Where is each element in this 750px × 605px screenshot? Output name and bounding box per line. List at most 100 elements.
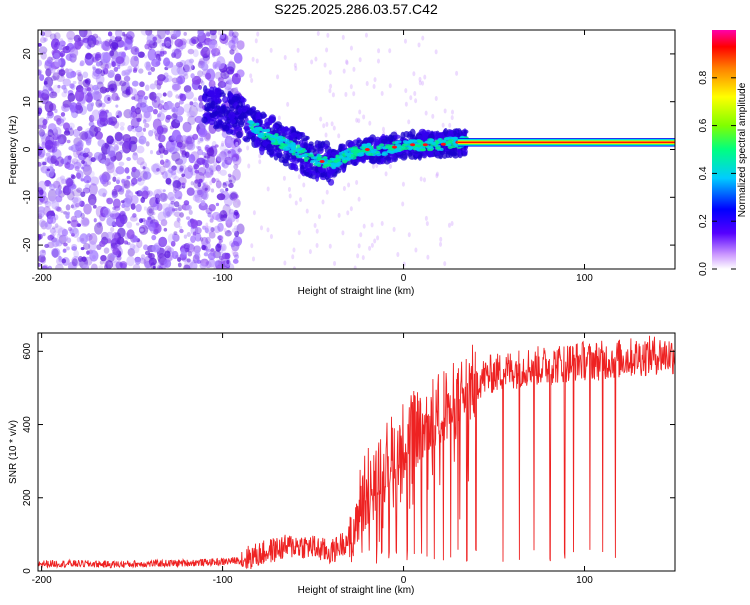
noise-speck <box>375 162 379 168</box>
noise-blob <box>233 236 243 247</box>
noise-blob <box>132 263 141 269</box>
noise-speck <box>352 91 356 97</box>
noise-blob <box>71 174 76 180</box>
ridge-blob <box>219 92 226 97</box>
snr-x-tick-label: 0 <box>401 575 407 586</box>
noise-blob <box>98 102 102 107</box>
noise-blob <box>46 215 54 225</box>
noise-blob <box>205 146 209 151</box>
noise-speck <box>235 163 239 169</box>
noise-blob <box>81 166 85 170</box>
noise-blob <box>126 242 131 246</box>
noise-blob <box>143 54 147 59</box>
noise-blob <box>115 110 123 119</box>
noise-speck <box>250 243 254 249</box>
ridge-core <box>271 139 276 143</box>
noise-blob <box>201 190 209 201</box>
noise-blob <box>192 101 199 107</box>
noise-speck <box>315 228 319 234</box>
noise-blob <box>69 102 78 113</box>
ridge-core <box>407 140 414 144</box>
ridge-core <box>446 143 452 147</box>
noise-blob <box>73 250 79 258</box>
noise-blob <box>59 118 65 123</box>
noise-blob <box>176 141 183 148</box>
noise-blob <box>148 129 154 137</box>
noise-blob <box>95 205 105 218</box>
noise-blob <box>183 243 190 250</box>
noise-speck <box>283 260 287 266</box>
ridge-blob <box>443 128 448 137</box>
noise-blob <box>38 161 42 167</box>
ridge-blob <box>243 123 250 132</box>
ridge-blob <box>210 117 217 122</box>
noise-speck <box>349 45 353 51</box>
noise-speck <box>388 163 392 169</box>
noise-blob <box>53 52 60 59</box>
ridge-core <box>351 153 358 157</box>
noise-blob <box>206 147 215 157</box>
noise-speck <box>310 59 314 65</box>
noise-blob <box>115 30 123 38</box>
noise-blob <box>70 48 79 58</box>
noise-blob <box>220 214 224 219</box>
noise-blob <box>90 263 98 269</box>
noise-blob <box>39 37 47 44</box>
noise-blob <box>159 50 165 57</box>
noise-speck <box>439 241 443 247</box>
noise-blob <box>112 232 119 242</box>
noise-blob <box>226 139 232 144</box>
noise-blob <box>171 172 177 180</box>
noise-blob <box>163 227 168 232</box>
ridge-blob <box>374 136 382 146</box>
noise-speck <box>206 59 210 65</box>
noise-blob <box>119 80 127 87</box>
noise-blob <box>231 240 240 252</box>
noise-speck <box>443 261 447 267</box>
noise-speck <box>435 173 439 179</box>
noise-blob <box>74 210 83 218</box>
noise-blob <box>154 50 163 58</box>
noise-speck <box>291 254 295 260</box>
ridge-blob <box>221 124 230 132</box>
noise-blob <box>66 177 74 187</box>
noise-blob <box>102 192 107 198</box>
noise-speck <box>328 88 332 94</box>
noise-blob <box>220 143 225 147</box>
noise-blob <box>115 179 120 185</box>
noise-blob <box>231 73 241 85</box>
noise-blob <box>67 155 72 161</box>
noise-blob <box>107 145 116 158</box>
noise-blob <box>52 145 58 153</box>
noise-blob <box>149 150 154 155</box>
noise-blob <box>84 93 93 103</box>
noise-blob <box>96 221 102 228</box>
noise-blob <box>99 86 108 94</box>
noise-speck <box>431 113 435 119</box>
noise-blob <box>92 66 96 71</box>
noise-blob <box>206 153 216 165</box>
noise-speck <box>434 49 438 55</box>
noise-blob <box>150 262 156 269</box>
noise-blob <box>160 100 164 104</box>
ridge-blob <box>361 156 367 164</box>
noise-blob <box>88 114 95 123</box>
noise-blob <box>236 223 245 235</box>
noise-blob <box>49 33 57 40</box>
noise-blob <box>83 175 92 184</box>
noise-speck <box>297 174 301 180</box>
noise-blob <box>132 69 138 73</box>
noise-speck <box>450 115 454 121</box>
noise-blob <box>62 100 72 108</box>
noise-blob <box>106 181 112 186</box>
noise-blob <box>157 103 163 110</box>
noise-blob <box>134 50 141 57</box>
noise-blob <box>137 177 142 182</box>
noise-blob <box>208 231 216 239</box>
noise-blob <box>144 43 150 50</box>
ridge-blob <box>259 146 265 156</box>
noise-blob <box>38 124 43 130</box>
noise-blob <box>100 69 106 77</box>
noise-speck <box>404 101 408 107</box>
noise-blob <box>123 39 133 50</box>
